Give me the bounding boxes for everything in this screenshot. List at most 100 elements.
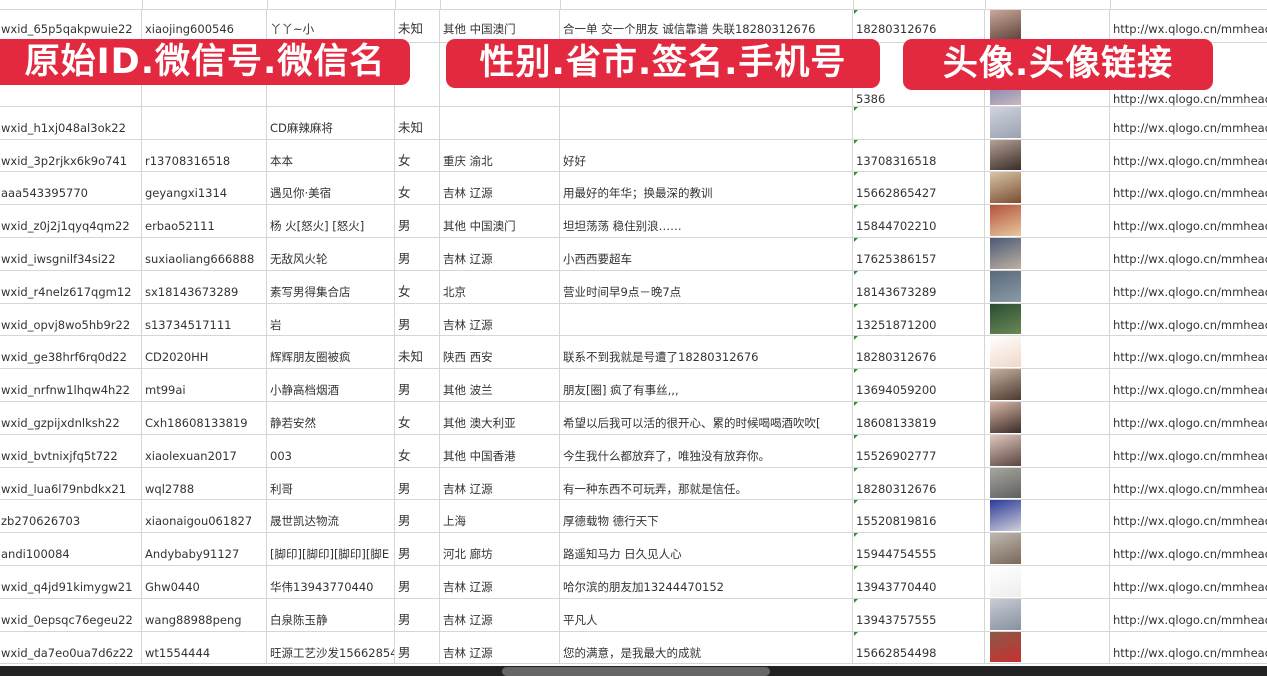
gender-cell[interactable]: 未知 — [395, 106, 440, 139]
phone-cell[interactable]: 13251871200 — [853, 303, 985, 336]
wechat-id-cell[interactable]: sx18143673289 — [142, 270, 267, 303]
original-id-cell[interactable]: wxid_3p2rjkx6k9o741 — [0, 139, 142, 172]
nickname-cell[interactable]: 遇见你·美宿 — [267, 172, 395, 205]
avatar-link-cell[interactable]: http://wx.qlogo.cn/mmhead — [1113, 186, 1267, 201]
wechat-id-cell[interactable]: xiaojing600546 — [142, 10, 267, 42]
region-cell[interactable]: 北京 — [440, 270, 560, 303]
avatar-cell[interactable] — [985, 205, 1110, 237]
phone-cell[interactable]: 15944754555 — [853, 533, 985, 565]
nickname-cell[interactable]: 杨 火[怒火] [怒火] — [267, 205, 395, 237]
avatar-link-cell[interactable]: http://wx.qlogo.cn/mmhead — [1113, 317, 1267, 332]
region-cell[interactable]: 吉林 辽源 — [440, 566, 560, 598]
region-cell[interactable] — [440, 106, 560, 139]
signature-cell[interactable]: 今生我什么都放弃了，唯独没有放弃你。 — [560, 434, 853, 467]
nickname-cell[interactable]: 小静高档烟酒 — [267, 369, 395, 401]
gender-cell[interactable]: 女 — [395, 139, 440, 172]
wechat-id-cell[interactable]: suxiaoliang666888 — [142, 238, 267, 270]
signature-cell[interactable]: 联系不到我就是号遭了18280312676 — [560, 336, 853, 369]
region-cell[interactable]: 河北 廊坊 — [440, 533, 560, 565]
nickname-cell[interactable]: 静若安然 — [267, 402, 395, 434]
avatar-link-cell[interactable]: http://wx.qlogo.cn/mmhead — [1113, 547, 1267, 562]
avatar-link-cell[interactable]: http://wx.qlogo.cn/mmhead — [1113, 448, 1267, 463]
signature-cell[interactable]: 您的满意，是我最大的成就 — [560, 631, 853, 664]
phone-cell[interactable]: 15662865427 — [853, 172, 985, 205]
original-id-cell[interactable]: wxid_h1xj048al3ok22 — [0, 106, 142, 139]
avatar-link-cell[interactable]: http://wx.qlogo.cn/mmhead — [1113, 284, 1267, 299]
region-cell[interactable]: 吉林 辽源 — [440, 631, 560, 664]
wechat-id-cell[interactable]: geyangxi1314 — [142, 172, 267, 205]
signature-cell[interactable]: 路遥知马力 日久见人心 — [560, 533, 853, 565]
original-id-cell[interactable]: wxid_0epsqc76egeu22 — [0, 598, 142, 631]
avatar-cell[interactable] — [985, 566, 1110, 598]
avatar-cell[interactable] — [985, 238, 1110, 270]
gender-cell[interactable]: 男 — [395, 533, 440, 565]
signature-cell[interactable] — [560, 106, 853, 139]
region-cell[interactable]: 上海 — [440, 500, 560, 533]
signature-cell[interactable]: 哈尔滨的朋友加13244470152 — [560, 566, 853, 598]
signature-cell[interactable]: 有一种东西不可玩弄，那就是信任。 — [560, 467, 853, 500]
wechat-id-cell[interactable]: Ghw0440 — [142, 566, 267, 598]
gender-cell[interactable]: 未知 — [395, 10, 440, 42]
region-cell[interactable]: 吉林 辽源 — [440, 238, 560, 270]
wechat-id-cell[interactable]: erbao52111 — [142, 205, 267, 237]
wechat-id-cell[interactable]: s13734517111 — [142, 303, 267, 336]
avatar-cell[interactable] — [985, 598, 1110, 631]
wechat-id-cell[interactable]: r13708316518 — [142, 139, 267, 172]
original-id-cell[interactable]: wxid_lua6l79nbdkx21 — [0, 467, 142, 500]
signature-cell[interactable]: 营业时间早9点－晚7点 — [560, 270, 853, 303]
signature-cell[interactable]: 坦坦荡荡 稳住别浪…… — [560, 205, 853, 237]
original-id-cell[interactable]: wxid_ge38hrf6rq0d22 — [0, 336, 142, 369]
nickname-cell[interactable]: 丫丫~小 — [267, 10, 395, 42]
wechat-id-cell[interactable]: wt1554444 — [142, 631, 267, 664]
avatar-cell[interactable] — [985, 270, 1110, 303]
nickname-cell[interactable]: [脚印][脚印][脚印][脚E — [267, 533, 395, 565]
phone-cell[interactable]: 18280312676 — [853, 10, 985, 42]
nickname-cell[interactable]: 利哥 — [267, 467, 395, 500]
gender-cell[interactable]: 男 — [395, 500, 440, 533]
avatar-cell[interactable] — [985, 467, 1110, 500]
region-cell[interactable]: 其他 澳大利亚 — [440, 402, 560, 434]
nickname-cell[interactable]: 华伟13943770440 — [267, 566, 395, 598]
region-cell[interactable]: 其他 中国澳门 — [440, 205, 560, 237]
original-id-cell[interactable]: wxid_z0j2j1qyq4qm22 — [0, 205, 142, 237]
avatar-link-cell[interactable]: http://wx.qlogo.cn/mmhead — [1113, 481, 1267, 496]
phone-cell[interactable]: 17625386157 — [853, 238, 985, 270]
region-cell[interactable]: 吉林 辽源 — [440, 303, 560, 336]
avatar-cell[interactable] — [985, 369, 1110, 401]
wechat-id-cell[interactable]: wang88988peng — [142, 598, 267, 631]
gender-cell[interactable]: 男 — [395, 369, 440, 401]
wechat-id-cell[interactable]: Andybaby91127 — [142, 533, 267, 565]
phone-cell[interactable]: 13943757555 — [853, 598, 985, 631]
region-cell[interactable]: 陕西 西安 — [440, 336, 560, 369]
avatar-cell[interactable] — [985, 139, 1110, 172]
phone-cell[interactable]: 13708316518 — [853, 139, 985, 172]
original-id-cell[interactable]: zb270626703 — [0, 500, 142, 533]
phone-cell[interactable]: 18280312676 — [853, 336, 985, 369]
nickname-cell[interactable]: 晟世凯达物流 — [267, 500, 395, 533]
avatar-link-cell[interactable]: http://wx.qlogo.cn/mmhead — [1113, 219, 1267, 234]
original-id-cell[interactable]: wxid_r4nelz617qgm12 — [0, 270, 142, 303]
avatar-link-cell[interactable]: http://wx.qlogo.cn/mmhead — [1113, 612, 1267, 627]
phone-cell[interactable]: 18608133819 — [853, 402, 985, 434]
nickname-cell[interactable]: 旺源工艺沙发15662854 — [267, 631, 395, 664]
avatar-link-cell[interactable]: http://wx.qlogo.cn/mmhead — [1113, 645, 1267, 660]
gender-cell[interactable]: 女 — [395, 402, 440, 434]
gender-cell[interactable]: 男 — [395, 238, 440, 270]
nickname-cell[interactable]: CD麻辣麻将 — [267, 106, 395, 139]
gender-cell[interactable]: 男 — [395, 598, 440, 631]
wechat-id-cell[interactable]: wql2788 — [142, 467, 267, 500]
gender-cell[interactable] — [395, 42, 440, 106]
gender-cell[interactable]: 男 — [395, 566, 440, 598]
signature-cell[interactable]: 厚德载物 德行天下 — [560, 500, 853, 533]
avatar-cell[interactable] — [985, 434, 1110, 467]
signature-cell[interactable]: 小西西要超车 — [560, 238, 853, 270]
wechat-id-cell[interactable]: mt99ai — [142, 369, 267, 401]
phone-cell[interactable]: 18143673289 — [853, 270, 985, 303]
avatar-cell[interactable] — [985, 500, 1110, 533]
signature-cell[interactable]: 合一单 交一个朋友 诚信靠谱 失联18280312676 — [560, 10, 853, 42]
gender-cell[interactable]: 男 — [395, 205, 440, 237]
phone-cell[interactable]: 15844702210 — [853, 205, 985, 237]
original-id-cell[interactable]: wxid_da7eo0ua7d6z22 — [0, 631, 142, 664]
avatar-cell[interactable] — [985, 10, 1110, 42]
wechat-id-cell[interactable] — [142, 106, 267, 139]
